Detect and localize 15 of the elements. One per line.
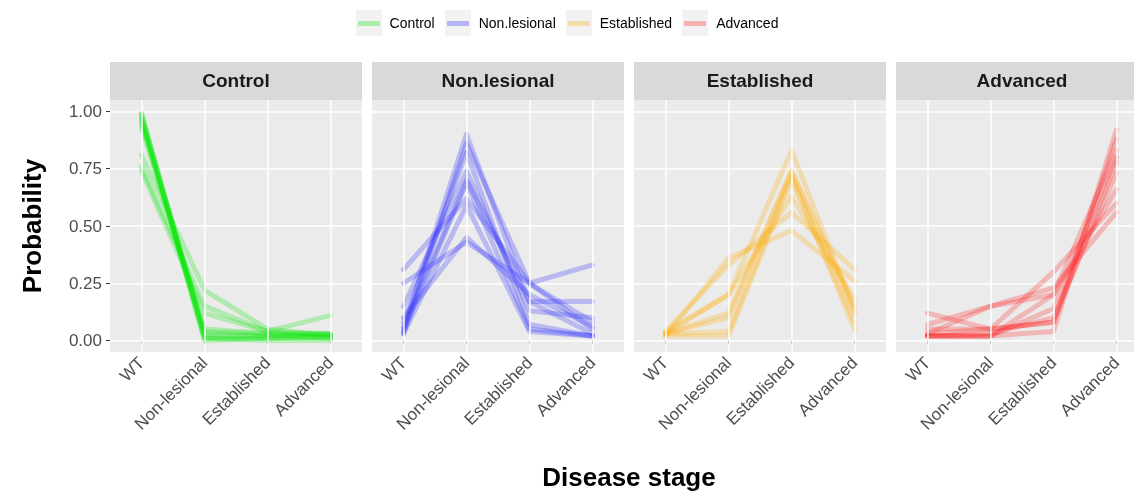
y-tick-label: 0.75	[68, 159, 102, 179]
x-axis-title: Disease stage	[541, 462, 717, 493]
y-tick-label: 0.00	[68, 331, 102, 351]
chart-title: Established	[634, 62, 886, 100]
legend-label: Established	[599, 15, 673, 31]
chart-title: Advanced	[896, 62, 1134, 100]
legend-label: Control	[389, 15, 435, 31]
y-tick-label: 1.00	[68, 101, 102, 121]
y-tick-label: 0.25	[68, 273, 102, 293]
chart-title: Non.lesional	[372, 62, 624, 100]
legend-label: Non.lesional	[478, 15, 556, 31]
legend-label: Advanced	[716, 15, 779, 31]
y-tick-label: 0.50	[68, 216, 102, 236]
chart-title: Control	[110, 62, 362, 100]
y-axis-title: Probability	[16, 158, 48, 294]
